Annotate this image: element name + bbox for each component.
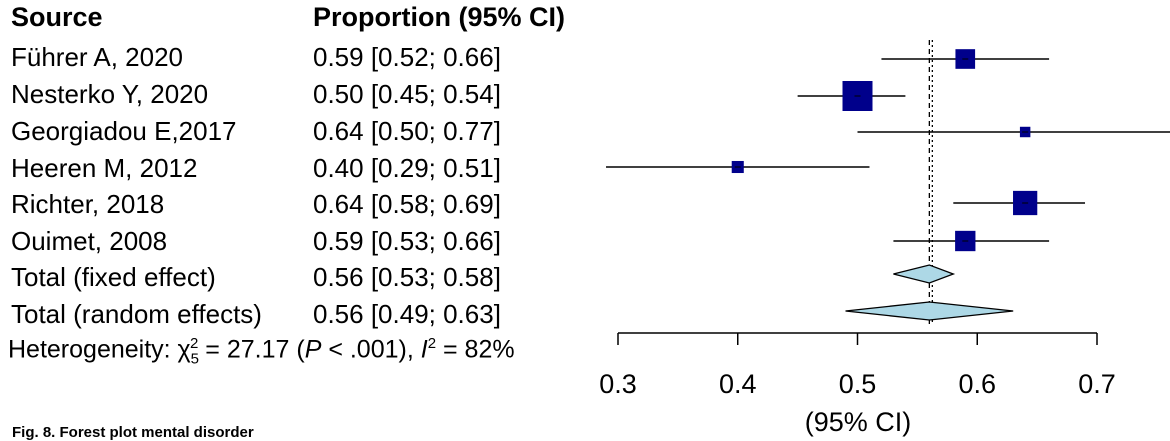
table-row: Richter, 2018 0.64 [0.58; 0.69] <box>0 189 600 225</box>
table-row: Nesterko Y, 2020 0.50 [0.45; 0.54] <box>0 79 600 115</box>
x-tick-label: 0.6 <box>958 369 996 399</box>
study-estimate: 0.40 [0.29; 0.51] <box>313 153 501 183</box>
table-row: Führer A, 2020 0.59 [0.52; 0.66] <box>0 42 600 78</box>
proportion-header: Proportion (95% CI) <box>313 2 566 32</box>
x-tick-label: 0.7 <box>1078 369 1116 399</box>
study-name: Nesterko Y, 2020 <box>11 79 209 109</box>
forest-table: Source Proportion (95% CI) Führer A, 202… <box>0 2 600 441</box>
total-fixed-estimate: 0.56 [0.53; 0.58] <box>313 262 501 292</box>
study-estimate: 0.64 [0.58; 0.69] <box>313 189 501 219</box>
fixed-effect-diamond <box>893 264 956 284</box>
x-tick-label: 0.3 <box>599 369 637 399</box>
total-random-name: Total (random effects) <box>11 299 262 329</box>
study-estimate: 0.50 [0.45; 0.54] <box>313 79 501 109</box>
x-tick-label: 0.4 <box>719 369 757 399</box>
table-row: Ouimet, 2008 0.59 [0.53; 0.66] <box>0 226 600 262</box>
figure-caption: Fig. 8. Forest plot mental disorder <box>12 424 254 441</box>
study-name: Führer A, 2020 <box>11 42 183 72</box>
heterogeneity-text: Heterogeneity: χ52 = 27.17 (P < .001), I… <box>8 335 515 368</box>
table-row-total-random: Total (random effects) 0.56 [0.49; 0.63] <box>0 299 600 335</box>
source-header: Source <box>11 2 103 32</box>
study-name: Heeren M, 2012 <box>11 153 198 183</box>
study-name: Ouimet, 2008 <box>11 226 168 256</box>
study-name: Georgiadou E,2017 <box>11 116 237 146</box>
study-name: Richter, 2018 <box>11 189 165 219</box>
study-estimate: 0.64 [0.50; 0.77] <box>313 116 501 146</box>
total-fixed-name: Total (fixed effect) <box>11 262 216 292</box>
table-row-total-fixed: Total (fixed effect) 0.56 [0.53; 0.58] <box>0 262 600 298</box>
x-tick-label: 0.5 <box>839 369 877 399</box>
random-effects-diamond <box>845 301 1014 321</box>
table-row: Georgiadou E,2017 0.64 [0.50; 0.77] <box>0 116 600 152</box>
x-axis-label: (95% CI) <box>805 407 912 437</box>
study-estimate: 0.59 [0.52; 0.66] <box>313 42 501 72</box>
study-estimate: 0.59 [0.53; 0.66] <box>313 226 501 256</box>
table-row: Heeren M, 2012 0.40 [0.29; 0.51] <box>0 153 600 189</box>
total-random-estimate: 0.56 [0.49; 0.63] <box>313 299 501 329</box>
